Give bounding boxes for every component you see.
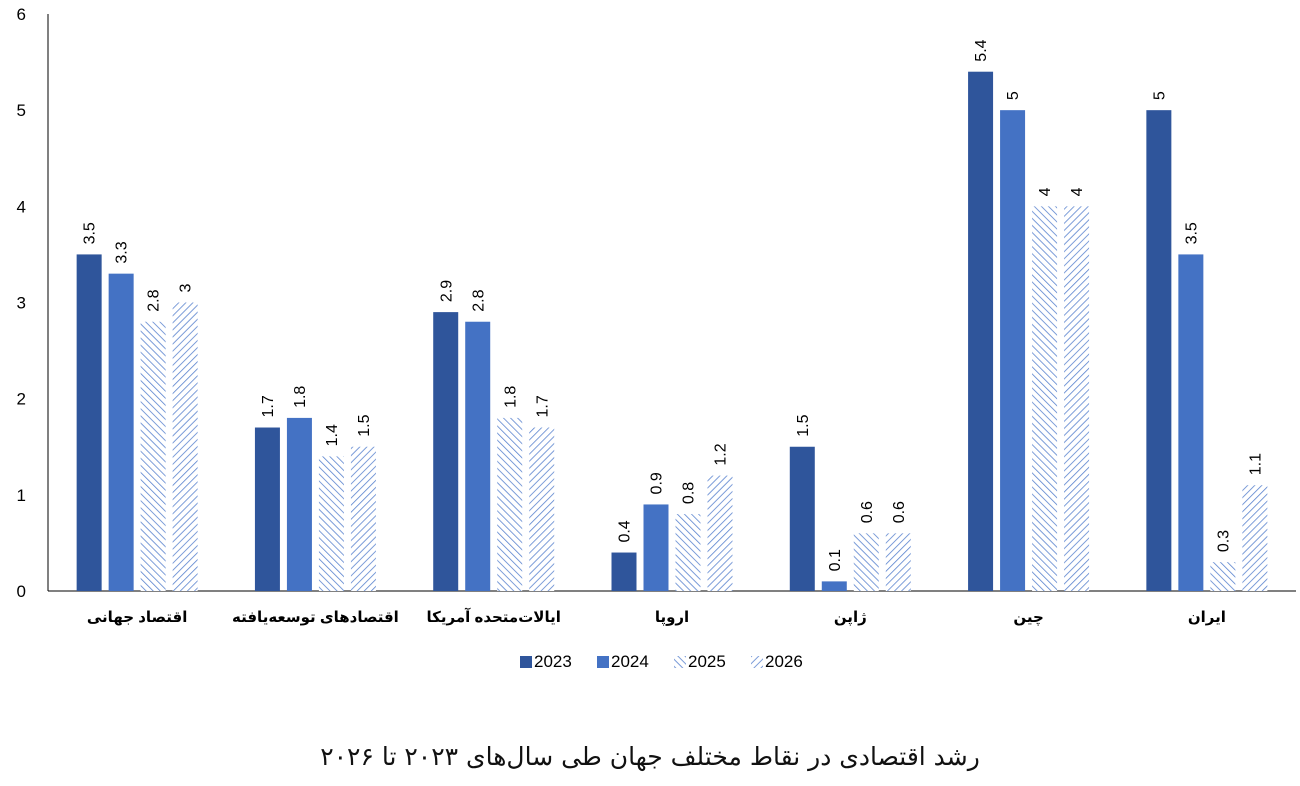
x-tick-label: چین: [1013, 609, 1043, 627]
bar: [350, 446, 376, 591]
data-label: 0.8: [681, 482, 698, 504]
data-label: 1.8: [292, 386, 309, 408]
x-tick-label: ایالات‌متحده آمریکا: [427, 608, 561, 626]
legend-swatch: [751, 656, 763, 668]
data-label: 3: [178, 284, 195, 293]
bar: [497, 417, 523, 591]
data-label: 0.3: [1215, 530, 1232, 552]
data-label: 2.9: [438, 280, 455, 302]
bar: [76, 254, 102, 591]
bar: [318, 456, 344, 591]
y-tick-label: 2: [17, 390, 26, 409]
data-label: 1.4: [324, 424, 341, 446]
data-label: 4: [1037, 187, 1054, 196]
legend-label: 2023: [534, 652, 572, 671]
data-label: 5: [1151, 91, 1168, 100]
y-tick-label: 5: [17, 101, 26, 120]
chart-axes: [47, 14, 1296, 592]
bar: [611, 552, 637, 591]
legend-label: 2024: [611, 652, 649, 671]
data-label: 1.7: [534, 395, 551, 417]
data-label: 5: [1005, 91, 1022, 100]
data-label: 3.5: [82, 222, 99, 244]
x-tick-label: اقتصادهای توسعه‌یافته: [232, 609, 399, 626]
data-label: 0.1: [827, 549, 844, 571]
bar: [707, 475, 733, 591]
bar: [1178, 254, 1204, 591]
bar: [821, 581, 847, 591]
bar: [108, 273, 134, 591]
chart-x-tick-labels: اقتصاد جهانی اقتصادهای توسعه‌یافته ایالات‌…: [87, 608, 1226, 627]
bar: [529, 427, 555, 591]
bar: [1210, 562, 1236, 591]
data-label: 1.5: [356, 414, 373, 436]
data-label: 0.6: [859, 501, 876, 523]
bar: [1000, 110, 1026, 592]
bar: [172, 302, 198, 591]
y-tick-label: 3: [17, 294, 26, 313]
data-label: 2.8: [146, 289, 163, 311]
chart-bars: [76, 71, 1268, 592]
bar: [1242, 485, 1268, 591]
y-tick-label: 6: [17, 5, 26, 24]
chart-legend: 2023 2024 2025 2026: [520, 652, 803, 671]
data-label: 1.1: [1247, 453, 1264, 475]
bar: [789, 446, 815, 591]
data-label: 3.3: [114, 241, 131, 263]
data-label: 1.5: [795, 414, 812, 436]
data-label: 1.2: [713, 443, 730, 465]
bar: [968, 71, 994, 591]
data-label: 1.8: [502, 386, 519, 408]
data-label: 0.6: [891, 501, 908, 523]
data-label: 3.5: [1183, 222, 1200, 244]
chart-data-labels: 3.5 3.3 2.8 3 1.7 1.8 1.4 1.5 2.9 2.8 1.8 1.7 0.4 0.9…: [82, 39, 1265, 571]
bar: [1146, 110, 1172, 592]
y-tick-label: 4: [17, 197, 26, 216]
legend-label: 2025: [688, 652, 726, 671]
x-tick-label: اروپا: [655, 609, 689, 627]
bar: [433, 312, 459, 591]
x-tick-label: ژاپن: [834, 609, 867, 627]
bar: [465, 321, 491, 591]
chart-y-tick-labels: 0 1 2 3 4 5 6: [17, 5, 26, 601]
bar: [853, 533, 879, 591]
data-label: 2.8: [470, 289, 487, 311]
bar: [286, 417, 312, 591]
legend-swatch: [674, 656, 686, 668]
x-tick-label: ایران: [1188, 609, 1226, 626]
legend-label: 2026: [765, 652, 803, 671]
legend-swatch: [597, 656, 609, 668]
bar: [675, 514, 701, 591]
y-tick-label: 0: [17, 582, 26, 601]
bar: [140, 321, 166, 591]
y-tick-label: 1: [17, 486, 26, 505]
x-tick-label: اقتصاد جهانی: [87, 609, 188, 626]
bar: [885, 533, 911, 591]
data-label: 0.4: [617, 520, 634, 542]
bar: [254, 427, 280, 591]
bar: [1032, 206, 1058, 592]
data-label: 4: [1069, 187, 1086, 196]
bar: [1064, 206, 1090, 592]
legend-swatch: [520, 656, 532, 668]
bar: [643, 504, 669, 591]
chart-caption: رشد اقتصادی در نقاط مختلف جهان طی سال‌ها…: [320, 742, 980, 771]
data-label: 0.9: [649, 472, 666, 494]
data-label: 5.4: [973, 39, 990, 61]
data-label: 1.7: [260, 395, 277, 417]
